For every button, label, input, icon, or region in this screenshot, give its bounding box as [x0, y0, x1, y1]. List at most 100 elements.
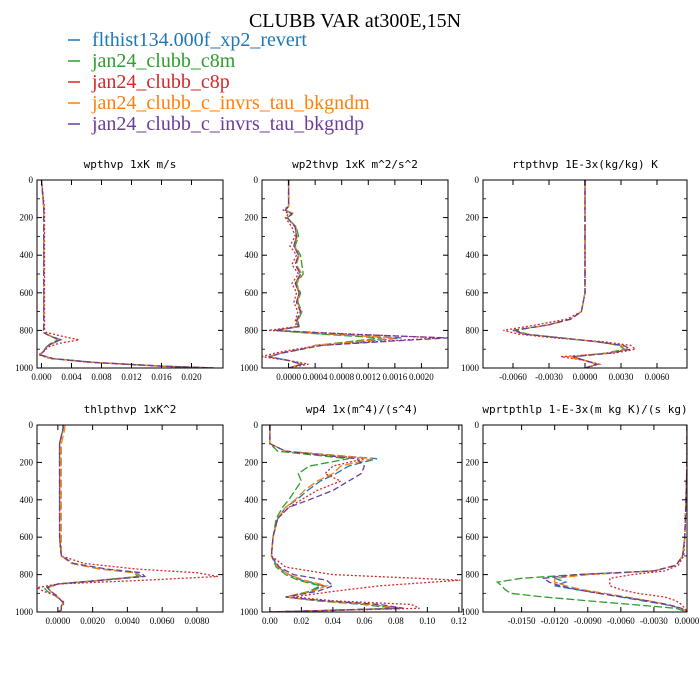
- series-group: [495, 425, 687, 612]
- y-tick-label: 800: [20, 325, 34, 335]
- x-tick-label: -0.0030: [535, 372, 563, 382]
- y-tick-label: 400: [466, 250, 480, 260]
- y-tick-label: 600: [466, 532, 480, 542]
- y-tick-label: 600: [466, 288, 480, 298]
- y-tick-label: 0: [29, 175, 34, 185]
- y-tick-label: 0: [475, 420, 480, 430]
- x-tick-label: 0.004: [61, 372, 82, 382]
- x-tick-label: 0.0000: [276, 372, 301, 382]
- x-tick-label: 0.0060: [150, 616, 175, 626]
- series-group: [503, 180, 637, 368]
- x-tick-label: -0.0090: [574, 616, 602, 626]
- y-tick-label: 800: [245, 325, 259, 335]
- series-line: [512, 180, 629, 368]
- x-tick-label: 0.0000: [675, 616, 700, 626]
- chart-panel: thlpthvp 1xK^2 0 200 400 600 800 1000 0.0000 0.0…: [15, 403, 224, 626]
- y-tick-label: 1000: [15, 363, 34, 373]
- x-tick-label: 0.0080: [185, 616, 210, 626]
- y-tick-label: 800: [20, 570, 34, 580]
- y-tick-label: 1000: [240, 363, 259, 373]
- x-tick-label: 0.0012: [356, 372, 381, 382]
- x-tick-label: -0.0150: [508, 616, 536, 626]
- x-tick-label: 0.08: [388, 616, 404, 626]
- y-tick-label: 0: [254, 175, 259, 185]
- panel-title: rtpthvp 1E-3x(kg/kg) K: [512, 158, 658, 171]
- y-tick-label: 0: [29, 420, 34, 430]
- series-line: [495, 425, 687, 612]
- x-tick-label: -0.0060: [499, 372, 527, 382]
- plot-frame: [261, 424, 463, 613]
- chart-panel: rtpthvp 1E-3x(kg/kg) K 0 200 400 600 800 1000 -…: [461, 158, 688, 382]
- y-tick-label: 800: [245, 570, 259, 580]
- x-tick-label: 0.0020: [80, 616, 105, 626]
- x-tick-label: 0.00: [262, 616, 278, 626]
- series-group: [269, 425, 461, 612]
- panel-title: wp2thvp 1xK m^2/s^2: [292, 158, 418, 171]
- legend-entry: jan24_clubb_c_invrs_tau_bkgndm: [91, 92, 370, 114]
- x-tick-label: 0.0016: [382, 372, 407, 382]
- x-tick-label: 0.0030: [609, 372, 634, 382]
- y-tick-label: 200: [466, 213, 480, 223]
- y-tick-label: 200: [20, 213, 34, 223]
- series-line: [541, 425, 687, 612]
- x-tick-label: 0.0000: [573, 372, 598, 382]
- y-tick-label: 400: [466, 495, 480, 505]
- y-tick-label: 1000: [240, 607, 259, 617]
- y-tick-label: 200: [245, 213, 259, 223]
- x-tick-label: 0.10: [419, 616, 435, 626]
- y-tick-label: 600: [20, 532, 34, 542]
- panel-title: wp4 1x(m^4)/(s^4): [306, 403, 419, 416]
- y-tick-label: 1000: [15, 607, 34, 617]
- x-tick-label: 0.016: [151, 372, 172, 382]
- x-tick-label: 0.0060: [645, 372, 670, 382]
- y-tick-label: 1000: [461, 607, 480, 617]
- plot-frame: [482, 424, 688, 613]
- series-line: [38, 180, 215, 368]
- series-line: [38, 180, 215, 368]
- y-tick-label: 600: [20, 288, 34, 298]
- x-tick-label: 0.012: [121, 372, 141, 382]
- y-tick-label: 200: [245, 457, 259, 467]
- y-tick-label: 600: [245, 532, 259, 542]
- series-line: [554, 425, 687, 612]
- series-line: [269, 425, 404, 612]
- x-tick-label: 0.008: [91, 372, 112, 382]
- series-group: [37, 425, 218, 612]
- chart-panel: wp2thvp 1xK m^2/s^2 0 200 400 600 800 1000 0.00…: [240, 158, 449, 382]
- panel-title: wpthvp 1xK m/s: [84, 158, 177, 171]
- series-line: [46, 425, 141, 612]
- y-tick-label: 600: [245, 288, 259, 298]
- x-tick-label: -0.0120: [541, 616, 569, 626]
- y-tick-label: 400: [20, 495, 34, 505]
- x-tick-label: -0.0060: [607, 616, 635, 626]
- series-line: [512, 180, 633, 368]
- series-line: [512, 180, 629, 368]
- x-tick-label: 0.04: [325, 616, 341, 626]
- series-line: [503, 180, 637, 368]
- x-tick-label: 0.02: [293, 616, 309, 626]
- x-tick-label: 0.12: [451, 616, 467, 626]
- x-tick-label: 0.0020: [409, 372, 434, 382]
- series-line: [38, 180, 215, 368]
- series-line: [262, 180, 442, 368]
- figure-title: CLUBB VAR at300E,15N: [249, 10, 461, 32]
- y-tick-label: 1000: [461, 363, 480, 373]
- x-tick-label: 0.020: [181, 372, 202, 382]
- legend-entry: jan24_clubb_c_invrs_tau_bkgndp: [91, 113, 364, 135]
- series-line: [269, 425, 404, 612]
- y-tick-label: 200: [20, 457, 34, 467]
- series-line: [37, 180, 211, 368]
- x-tick-label: 0.0008: [329, 372, 354, 382]
- y-tick-label: 0: [254, 420, 259, 430]
- x-tick-label: -0.0030: [640, 616, 668, 626]
- series-line: [554, 425, 687, 612]
- legend-entry: jan24_clubb_c8p: [91, 71, 230, 93]
- y-tick-label: 400: [245, 250, 259, 260]
- legend-entry: flthist134.000f_xp2_revert: [92, 29, 307, 51]
- x-tick-label: 0.000: [31, 372, 52, 382]
- x-tick-label: 0.06: [356, 616, 372, 626]
- series-line: [609, 425, 687, 612]
